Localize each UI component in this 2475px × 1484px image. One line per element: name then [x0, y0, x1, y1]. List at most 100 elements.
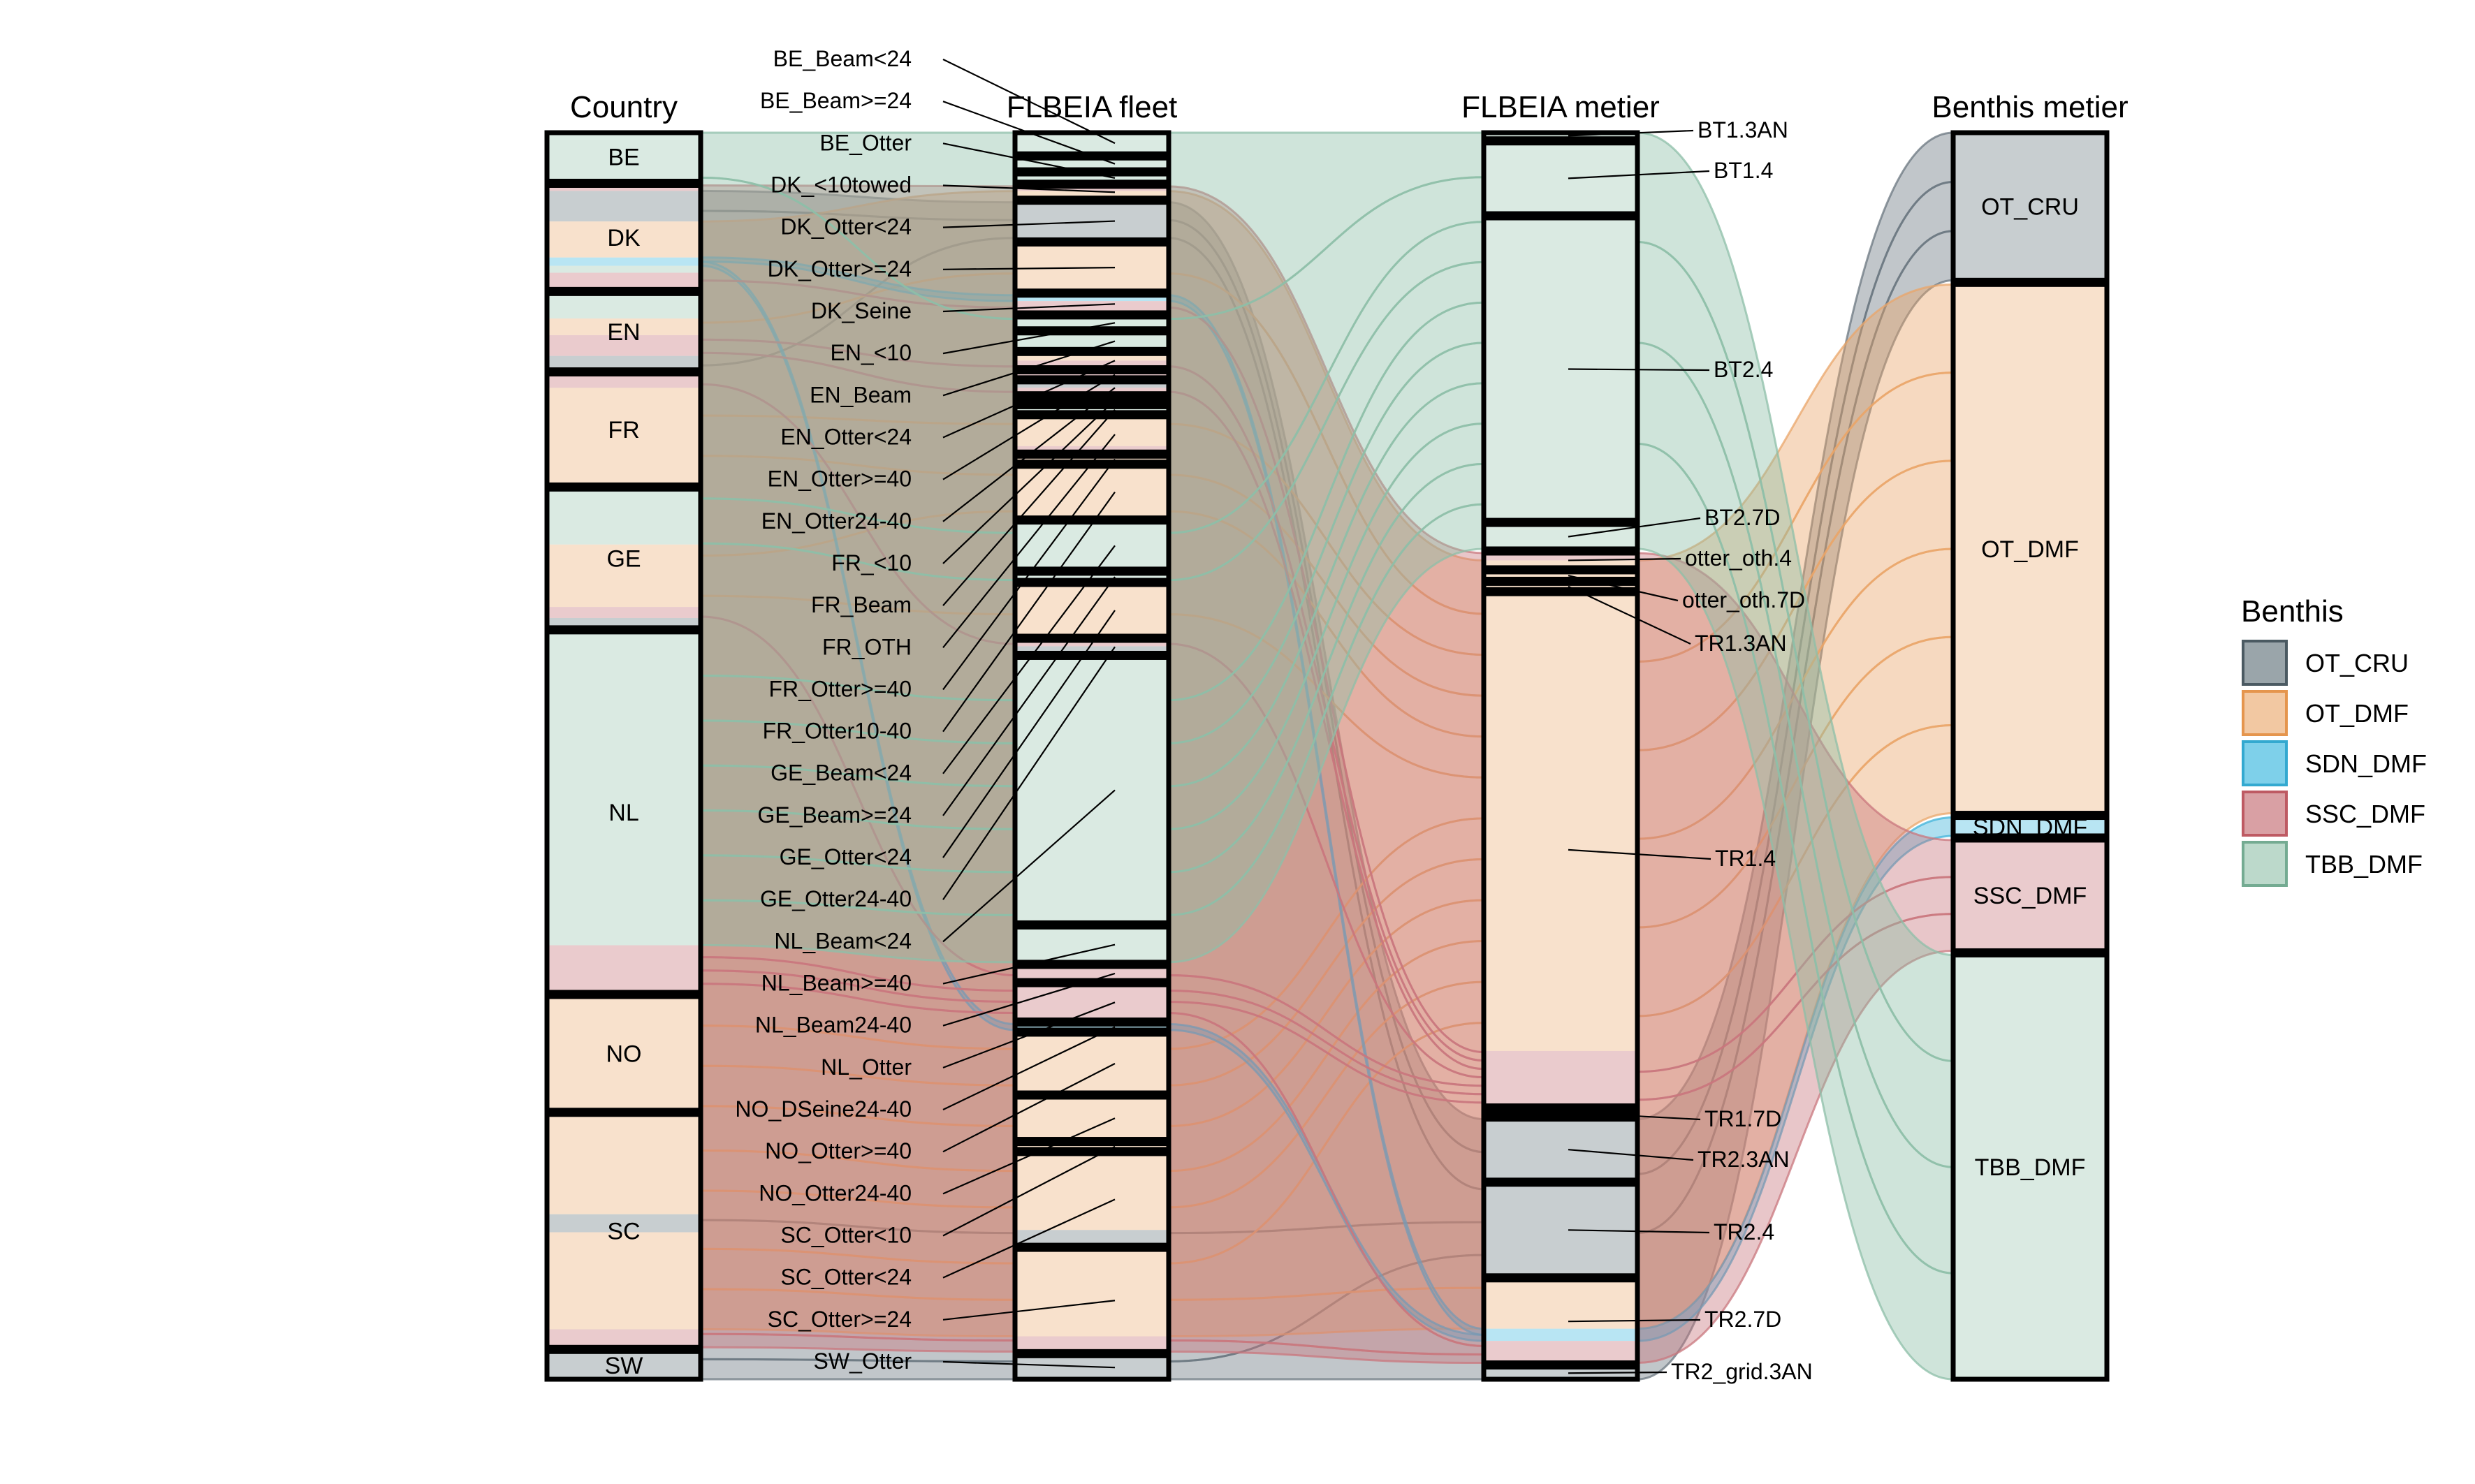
- stratum-label: OT_CRU: [1981, 194, 2079, 221]
- callout-label: TR2.7D: [1704, 1307, 1781, 1332]
- stratum-fill-band: [547, 1114, 701, 1214]
- callout-label: FR_Otter>=40: [768, 676, 912, 701]
- stratum-tr1-4: [1481, 591, 1640, 1109]
- stratum-fill-band: [1484, 1341, 1637, 1363]
- stratum-fill-band: [1015, 446, 1169, 453]
- stratum-sw: [544, 1349, 703, 1382]
- callout-label: BE_Otter: [819, 130, 912, 155]
- stratum-fr-oth: [1012, 414, 1171, 455]
- callout-label: EN_<10: [830, 340, 912, 365]
- stratum-fill-band: [1015, 316, 1169, 329]
- stratum-be-beam-24: [1012, 155, 1171, 172]
- stratum-sc-otter-24: [1012, 1247, 1171, 1354]
- stratum-fill-band: [1015, 966, 1169, 981]
- callout-label: EN_Beam: [810, 382, 912, 407]
- legend-swatch: [2242, 841, 2288, 887]
- callout-label: BE_Beam>=24: [760, 88, 912, 113]
- stratum-nl-otter: [1012, 982, 1171, 1023]
- stratum-fill-band: [1015, 1024, 1169, 1030]
- callout-leader: [942, 492, 1116, 733]
- stratum-sw-otter: [1012, 1353, 1171, 1382]
- callout-leader: [942, 1062, 1116, 1153]
- callout-leader: [942, 266, 1116, 270]
- callout-leader: [942, 646, 1116, 900]
- callout-label: BE_Beam<24: [773, 46, 912, 71]
- stratum-no-dseine24-40: [1012, 1022, 1171, 1033]
- stratum-fill-band: [547, 1351, 701, 1379]
- callout-label: BT1.4: [1714, 158, 1773, 183]
- stratum-fill-band: [1484, 560, 1637, 568]
- callout-leader: [942, 59, 1116, 145]
- stratum-fill-band: [547, 272, 701, 290]
- callout-leader: [942, 184, 1116, 193]
- stratum-fill-band: [547, 265, 701, 273]
- stratum-labels: BE DK EN FR GE NL NO SC SW OT_CRU OT_DMF SDN_DMF SSC…: [605, 46, 2088, 1384]
- stratum-fill-band: [1015, 388, 1169, 394]
- callout-leader: [1568, 575, 1679, 602]
- stratum-tr2-3an: [1481, 1117, 1640, 1183]
- stratum-sc-otter-24: [1012, 1151, 1171, 1248]
- legend-swatch: [2242, 640, 2288, 686]
- stratum-en-otter-24: [1012, 351, 1171, 370]
- stratum-fill-band: [1015, 158, 1169, 170]
- stratum-fill-band: [1484, 142, 1637, 214]
- stratum-fill-band: [1015, 202, 1169, 240]
- stratum-label: BE: [608, 145, 639, 171]
- stratum-fill-band: [1015, 1153, 1169, 1230]
- stratum-fill-band: [1015, 466, 1169, 518]
- callout-leader: [1568, 517, 1701, 538]
- stratum-fill-band: [1484, 1184, 1637, 1276]
- stratum-fill-band: [1015, 1097, 1169, 1140]
- stratum-fill-band: [1015, 927, 1169, 962]
- callout-leader: [942, 1360, 1116, 1369]
- callout-leader: [942, 303, 1116, 313]
- callout-leader: [1568, 1318, 1701, 1323]
- stratum-ot-cru: [1950, 130, 2110, 283]
- stratum-fill-band: [547, 318, 701, 335]
- axis-title: Benthis metier: [1932, 90, 2128, 124]
- callout-label: SC_Otter<10: [780, 1223, 912, 1248]
- stratum-fill-band: [547, 631, 701, 946]
- callout-leader: [1568, 557, 1681, 561]
- callout-leader: [1568, 129, 1694, 137]
- stratum-tr2-4: [1481, 1182, 1640, 1279]
- stratum-sc: [544, 1112, 703, 1350]
- stratum-tbb-dmf: [1950, 952, 2110, 1382]
- callout-label: NO_Otter>=40: [765, 1138, 912, 1163]
- callout-label: DK_Otter>=24: [768, 256, 912, 281]
- stratum-label: SSC_DMF: [1973, 883, 2087, 909]
- stratum-ge-otter24-40: [1012, 638, 1171, 656]
- stratum-ot-dmf: [1950, 281, 2110, 816]
- stratum-fill-band: [547, 355, 701, 370]
- stratum-fill-band: [1484, 571, 1637, 580]
- stratum-fr-otter10-40: [1012, 464, 1171, 521]
- callout-leader: [1568, 1229, 1710, 1234]
- axis-title: Country: [570, 90, 678, 124]
- stratum-dk-otter-24: [1012, 241, 1171, 294]
- stratum-fill-band: [1015, 353, 1169, 361]
- stratum-label: GE: [606, 546, 641, 573]
- stratum-fill-band: [1953, 955, 2107, 1379]
- callout-label: SW_Otter: [814, 1349, 912, 1374]
- stratum-label: FR: [608, 417, 639, 443]
- stratum-fill-band: [1015, 522, 1169, 569]
- callout-label: NL_Beam>=40: [761, 971, 912, 996]
- stratum-fill-band: [547, 191, 701, 222]
- legend-label: SDN_DMF: [2305, 749, 2427, 778]
- callout-leader: [942, 576, 1116, 816]
- callout-label: FR_Otter10-40: [763, 719, 912, 744]
- callout-leader: [942, 220, 1116, 228]
- callout-leader: [942, 1117, 1116, 1195]
- callout-leader: [1568, 368, 1710, 372]
- legend: Benthis OT_CRU OT_DMF SDN_DMF SSC_DMF TBB_DMF: [2241, 594, 2427, 887]
- stratum-fill-band: [1015, 985, 1169, 1020]
- stratum-en: [544, 291, 703, 373]
- callout-label: GE_Otter<24: [780, 844, 912, 869]
- callout-label: TR1.3AN: [1695, 631, 1787, 656]
- callout-leader: [942, 972, 1116, 1027]
- stratum-ge-otter-24: [1012, 582, 1171, 639]
- stratum-fill-band: [1015, 657, 1169, 923]
- callout-leader: [942, 101, 1116, 165]
- callout-label: DK_Seine: [811, 298, 912, 323]
- callout-leader: [942, 322, 1116, 355]
